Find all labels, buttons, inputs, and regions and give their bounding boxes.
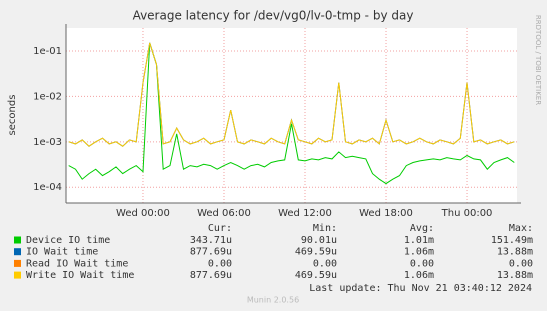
y-axis-label: seconds xyxy=(7,95,18,136)
y-tick-label: 1e-03 xyxy=(33,137,62,148)
legend-stat: 13.88m xyxy=(497,247,533,258)
legend-swatch xyxy=(14,236,21,244)
legend-stat: 90.01u xyxy=(301,235,337,246)
legend-stat: 151.49m xyxy=(491,235,533,246)
x-tick-label: Wed 12:00 xyxy=(278,208,332,219)
legend-stat: 877.69u xyxy=(190,247,232,258)
legend-stat: 0.00 xyxy=(208,258,232,269)
legend-stat: 1.06m xyxy=(404,247,434,258)
series-line xyxy=(68,42,515,147)
legend-stat: 1.06m xyxy=(404,270,434,281)
legend-stat: 469.59u xyxy=(295,270,337,281)
legend-column-header: Min: xyxy=(313,223,337,234)
legend-stat: 0.00 xyxy=(313,258,337,269)
footer: Munin 2.0.56 xyxy=(247,296,299,305)
legend-stat: 343.71u xyxy=(190,235,232,246)
plot-area xyxy=(66,28,517,203)
legend-label: Device IO time xyxy=(26,235,110,246)
x-tick-label: Wed 00:00 xyxy=(116,208,170,219)
legend-swatch xyxy=(14,271,21,279)
legend-column-header: Avg: xyxy=(410,223,434,234)
side-label: RRDTOOL / TOBI OETIKER xyxy=(534,15,542,105)
legend-stat: 469.59u xyxy=(295,247,337,258)
legend-stat: 877.69u xyxy=(190,270,232,281)
legend-stat: 1.01m xyxy=(404,235,434,246)
chart-title: Average latency for /dev/vg0/lv-0-tmp - … xyxy=(133,9,414,23)
legend-label: Write IO Wait time xyxy=(26,270,134,281)
last-update: Last update: Thu Nov 21 03:40:12 2024 xyxy=(309,283,532,294)
y-tick-label: 1e-01 xyxy=(33,46,62,57)
legend-swatch xyxy=(14,259,21,267)
x-tick-label: Thu 00:00 xyxy=(441,208,493,219)
series-line xyxy=(68,42,515,185)
legend-swatch xyxy=(14,248,21,256)
legend-column-header: Max: xyxy=(509,223,533,234)
x-tick-label: Wed 18:00 xyxy=(359,208,413,219)
legend-stat: 13.88m xyxy=(497,270,533,281)
legend-column-header: Cur: xyxy=(208,223,232,234)
legend-stat: 0.00 xyxy=(509,258,533,269)
legend-label: Read IO Wait time xyxy=(26,258,128,269)
legend-stat: 0.00 xyxy=(410,258,434,269)
y-tick-label: 1e-02 xyxy=(33,91,62,102)
x-tick-label: Wed 06:00 xyxy=(197,208,251,219)
y-tick-label: 1e-04 xyxy=(33,182,62,193)
legend-label: IO Wait time xyxy=(26,247,98,258)
